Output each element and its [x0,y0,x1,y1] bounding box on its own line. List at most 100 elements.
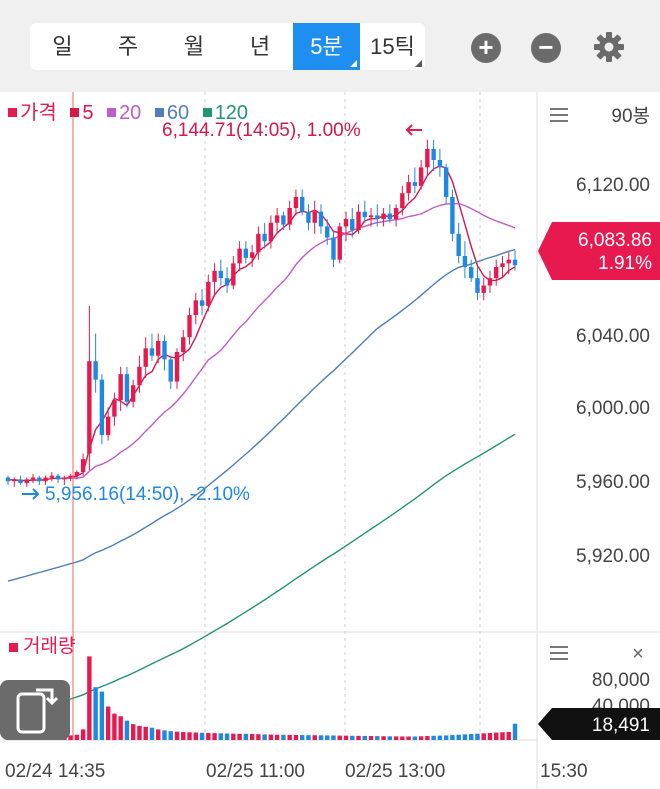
close-volume-button[interactable]: × [632,643,644,665]
volume-panel-menu-icon[interactable] [550,646,568,660]
volume-bar [162,730,167,740]
candle-body [487,278,493,286]
x-tick-label: 02/24 14:35 [5,761,105,782]
price-chart[interactable]: 6,144.71(14:05), 1.00% 5,956.16(14:50), … [0,92,660,789]
volume-bar [199,732,205,740]
candle-body [468,267,474,279]
candle-body [212,270,217,282]
current-change: 1.91% [598,253,652,274]
candle-body [287,208,292,225]
candle-body [137,366,142,386]
ma-5-line [8,165,516,482]
volume-bar [375,736,380,740]
current-volume-tag: 18,491 [538,708,660,740]
low-annotation: 5,956.16(14:50), -2.10% [45,484,250,505]
ma-20-line [58,202,516,480]
volume-bar [299,735,305,740]
volume-bar [512,723,518,740]
candle-body [481,285,486,293]
volume-bar [224,733,230,740]
volume-bar [74,734,80,740]
high-annotation: 6,144.71(14:05), 1.00% [162,120,361,141]
candle-body [318,211,324,227]
period-month-tab[interactable]: 월 [183,34,205,59]
zoom-in-button[interactable]: + [471,33,501,63]
period-15tick-tab[interactable]: 15틱 [360,23,425,70]
volume-bar [256,734,261,740]
candle-body [350,219,355,231]
candle-body [5,477,11,482]
candle-body [306,211,311,223]
volume-bar [112,713,117,740]
ma20-swatch [107,108,117,118]
price-legend-swatch [8,108,17,118]
candle-body [68,475,73,478]
volume-bar [105,706,111,740]
volume-bar [231,733,236,740]
volume-bar [268,734,274,740]
candle-body [249,252,255,258]
ma5-label: 5 [82,102,94,124]
candle-body [299,196,305,212]
volume-bar [174,731,180,740]
volume-bar [274,734,280,740]
candle-body [362,211,367,218]
volume-bar [237,733,242,740]
candle-body [55,475,61,480]
volume-bar [487,732,493,740]
period-year-tab[interactable]: 년 [249,34,271,59]
candle-body [512,259,518,266]
current-price: 6,083.86 [578,230,652,251]
period-5min-tab[interactable]: 5분 [293,23,360,70]
ma5-swatch [70,108,80,118]
candle-body [24,479,29,484]
volume-bar [124,720,130,740]
volume-tick-label: 80,000 [592,670,650,691]
candle-body [381,213,386,220]
volume-bar [356,735,361,740]
ma-60-line [7,248,516,582]
candle-body [425,148,430,168]
ma60-label: 60 [166,102,190,124]
price-panel-menu-icon[interactable] [550,108,568,122]
rotate-screen-button[interactable] [0,680,70,740]
candle-body [400,193,405,208]
candle-body [168,359,173,382]
candle-body [18,479,23,484]
candle-body [475,278,480,293]
candle-body [231,263,236,286]
ma120-label: 120 [214,102,249,124]
volume-bar [468,734,474,740]
volume-bar [406,736,411,740]
period-day-tab[interactable]: 일 [52,34,73,59]
volume-bar [506,731,511,740]
volume-bar [387,736,393,740]
candle-body [87,361,92,454]
volume-title: 거래량 [23,635,75,657]
volume-bar [400,736,405,740]
candle-body [74,472,80,476]
candle-body [494,267,499,279]
gear-icon[interactable] [592,30,626,64]
zoom-out-button[interactable]: − [531,33,561,63]
period-week-tab[interactable]: 주 [117,34,139,59]
volume-bar [143,726,148,740]
period-selector: 일 주 월 년 5분 15틱 [30,23,425,70]
volume-legend-swatch [9,643,18,652]
candle-body [181,337,186,352]
candle-body [443,167,449,197]
volume-bar [293,734,299,740]
volume-bar [249,734,255,740]
candle-body [393,208,399,220]
volume-bar [68,735,73,740]
volume-bar [212,733,217,740]
period-5min-label: 5분 [310,34,343,59]
candle-body [237,248,242,264]
volume-bar [431,735,436,740]
candle-body [412,182,418,186]
volume-bar [481,733,486,740]
current-volume: 18,491 [592,715,650,736]
ma120-swatch [202,108,212,118]
volume-bar [156,729,161,740]
volume-bar [437,735,443,740]
